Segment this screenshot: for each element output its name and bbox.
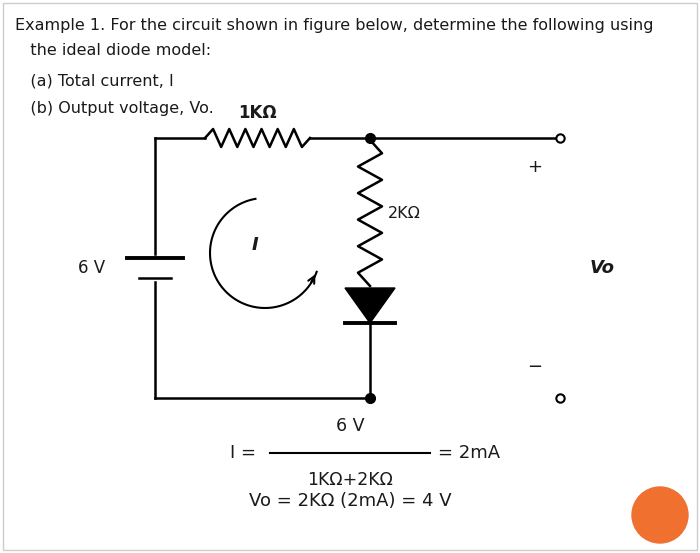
Polygon shape (345, 288, 395, 323)
Text: 6 V: 6 V (336, 417, 364, 435)
Text: 1KΩ: 1KΩ (238, 104, 276, 122)
Text: (b) Output voltage, Vo.: (b) Output voltage, Vo. (15, 101, 213, 116)
Text: 6 V: 6 V (78, 259, 105, 277)
Text: 1KΩ+2KΩ: 1KΩ+2KΩ (307, 471, 393, 489)
Text: +: + (528, 158, 542, 176)
Text: 2KΩ: 2KΩ (388, 206, 421, 221)
Text: (a) Total current, I: (a) Total current, I (15, 73, 174, 88)
Text: Example 1. For the circuit shown in figure below, determine the following using: Example 1. For the circuit shown in figu… (15, 18, 654, 33)
Text: = 2mA: = 2mA (438, 444, 500, 462)
Circle shape (632, 487, 688, 543)
Text: the ideal diode model:: the ideal diode model: (15, 43, 211, 58)
Text: −: − (527, 358, 542, 376)
Text: Vo: Vo (590, 259, 615, 277)
Text: I =: I = (230, 444, 256, 462)
Text: I: I (251, 236, 258, 254)
Text: Vo = 2KΩ (2mA) = 4 V: Vo = 2KΩ (2mA) = 4 V (248, 492, 452, 510)
